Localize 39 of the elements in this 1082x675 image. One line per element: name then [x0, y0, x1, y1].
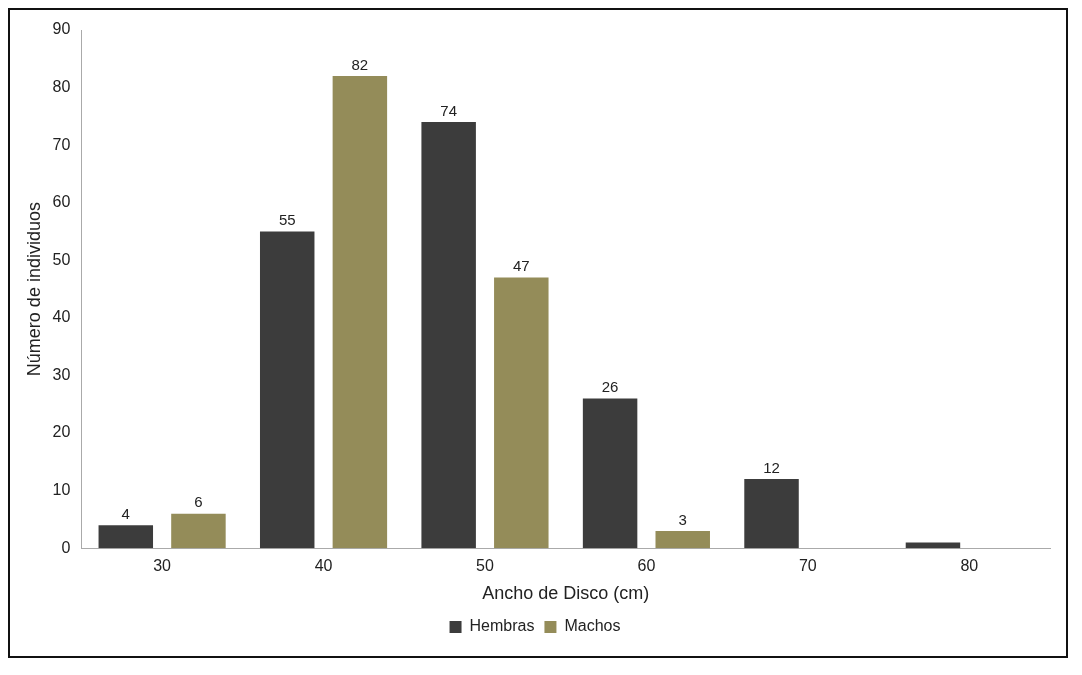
data-label: 26: [601, 378, 619, 396]
x-tick-label: 80: [960, 557, 979, 575]
bar: [421, 122, 476, 549]
y-tick-label: 90: [52, 20, 71, 38]
data-label: 74: [440, 101, 457, 119]
x-tick-label: 70: [798, 557, 817, 575]
data-label: 6: [194, 493, 203, 511]
y-tick-label: 20: [52, 423, 71, 441]
y-tick-label: 60: [52, 193, 71, 211]
y-tick-label: 50: [52, 250, 71, 268]
y-tick-label: 30: [52, 365, 71, 383]
bar: [98, 525, 154, 549]
data-label: 4: [121, 504, 130, 522]
bar: [744, 479, 799, 549]
data-label: 47: [512, 257, 530, 275]
y-tick-label: 10: [52, 481, 71, 499]
y-tick-label: 80: [52, 77, 71, 95]
x-axis-title: Ancho de Disco (cm): [482, 583, 650, 604]
bar: [655, 530, 710, 549]
legend-label: Hembras: [469, 617, 535, 635]
data-label: 82: [351, 55, 369, 73]
x-tick-label: 60: [637, 557, 656, 575]
bar: [582, 398, 638, 549]
data-label: 55: [278, 211, 296, 229]
x-tick-label: 50: [476, 557, 494, 575]
x-tick-label: 40: [314, 557, 333, 575]
legend-label: Machos: [564, 617, 621, 635]
bar: [259, 231, 315, 549]
bar: [494, 277, 549, 549]
y-axis-title: Número de individuos: [23, 202, 44, 377]
x-tick-label: 30: [153, 557, 172, 575]
bar: [332, 76, 388, 549]
y-tick-label: 70: [52, 135, 71, 153]
y-tick-label: 40: [52, 308, 71, 326]
y-tick-label: 0: [61, 538, 71, 556]
bar: [905, 542, 961, 549]
data-label: 12: [763, 458, 780, 476]
data-label: 3: [678, 510, 687, 528]
bar: [171, 513, 226, 549]
